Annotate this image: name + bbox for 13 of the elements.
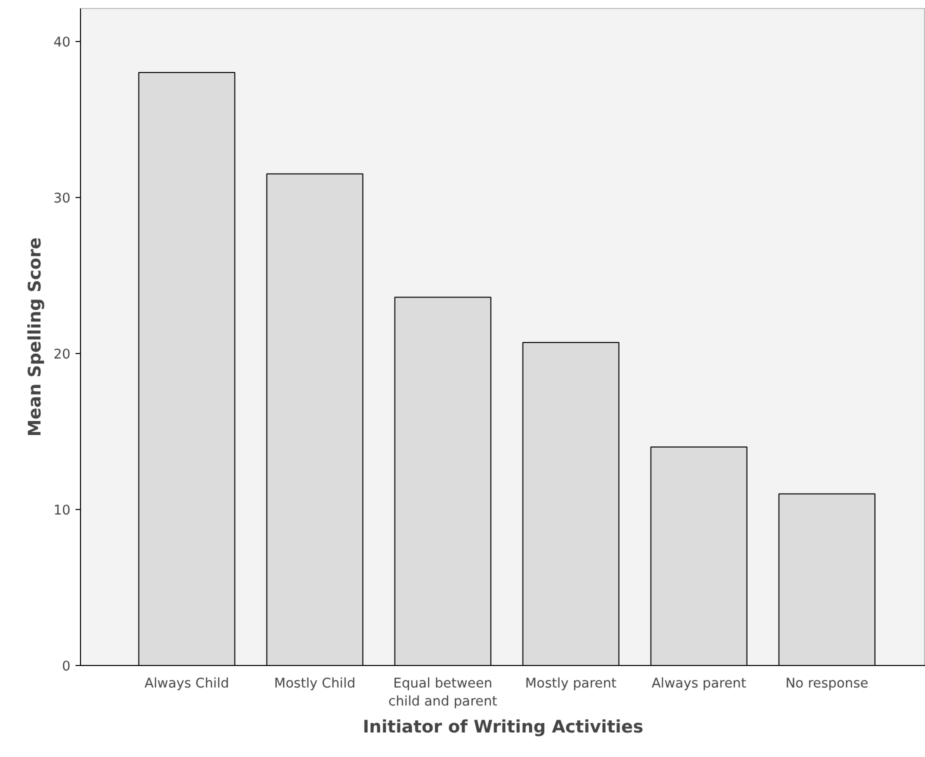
x-tick-label: Always parent	[652, 676, 746, 692]
x-tick-label: Always Child	[144, 676, 230, 692]
y-tick-label: 0	[62, 660, 71, 674]
y-axis-title: Mean Spelling Score	[26, 237, 46, 437]
y-tick-label: 30	[54, 191, 71, 206]
x-tick-label: Equal between child and parent	[388, 676, 498, 710]
y-tick-label: 20	[54, 347, 71, 362]
x-tick-label: No response	[785, 676, 868, 692]
x-tick-label: Mostly parent	[525, 676, 617, 692]
y-tick-label: 10	[54, 503, 71, 518]
y-tick-label: 40	[54, 35, 71, 50]
x-tick-label: Mostly Child	[274, 676, 356, 692]
x-axis-title: Initiator of Writing Activities	[362, 718, 644, 738]
